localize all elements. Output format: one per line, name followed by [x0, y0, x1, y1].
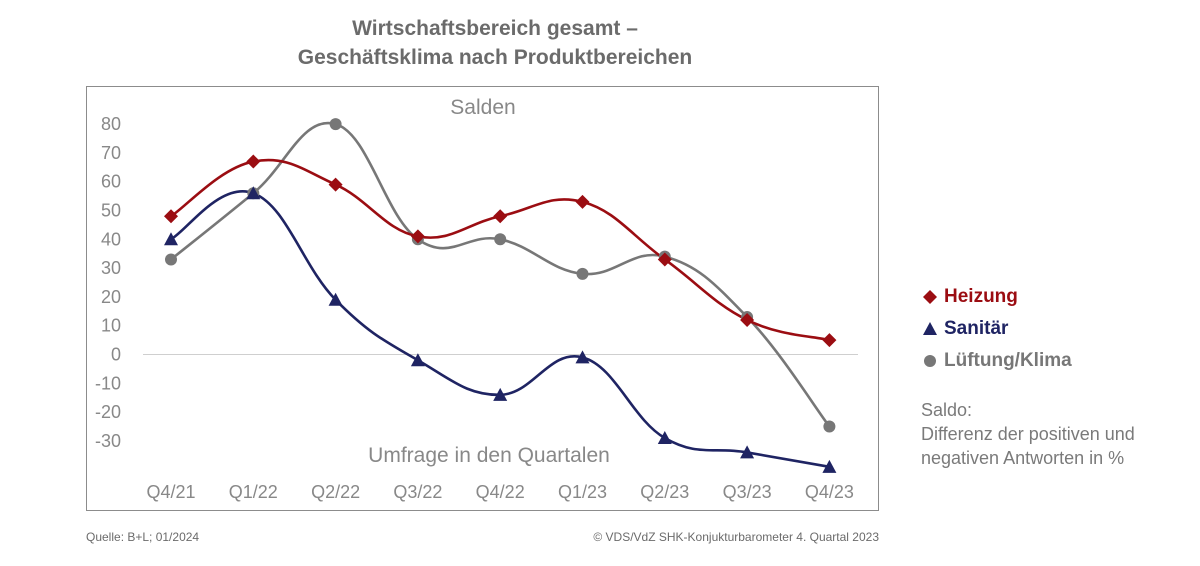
x-tick-label: Q3/22: [393, 482, 442, 502]
legend-item-lueftung-klima[interactable]: Lüftung/Klima: [920, 345, 1072, 377]
circle-marker-icon: [924, 355, 936, 367]
y-tick-label: 60: [101, 172, 121, 192]
y-axis-label: Salden: [450, 96, 515, 119]
chart-title: Wirtschaftsbereich gesamt – Geschäftskli…: [200, 14, 790, 72]
copyright-note: © VDS/VdZ SHK-Konjukturbarometer 4. Quar…: [593, 530, 879, 544]
y-tick-label: 70: [101, 143, 121, 163]
data-point-heizung: [657, 252, 672, 267]
y-tick-label: 20: [101, 287, 121, 307]
series-line-lueftung-klima: [170, 121, 831, 428]
series-line-heizung: [170, 158, 830, 342]
data-point-heizung: [410, 229, 425, 244]
y-tick-label: 30: [101, 258, 121, 278]
y-tick-label: -20: [95, 402, 121, 422]
data-point-sanitaer: [328, 292, 343, 306]
legend-label-heizung: Heizung: [944, 286, 1018, 307]
saldo-note: Saldo: Differenz der positiven und negat…: [921, 398, 1171, 470]
data-point-lueftung-klima: [165, 253, 177, 266]
y-tick-label: -30: [95, 431, 121, 451]
x-tick-label: Q4/22: [476, 482, 525, 502]
data-point-sanitaer: [410, 353, 425, 367]
data-point-heizung: [246, 154, 261, 169]
triangle-marker-icon: [923, 322, 937, 335]
data-point-sanitaer: [246, 186, 261, 200]
data-point-sanitaer: [740, 445, 755, 459]
plot-frame: [86, 86, 879, 511]
data-point-heizung: [822, 333, 837, 348]
x-tick-label: Q2/22: [311, 482, 360, 502]
data-point-heizung: [493, 209, 508, 224]
data-point-heizung: [575, 194, 590, 209]
data-point-heizung: [328, 177, 343, 192]
y-tick-label: 50: [101, 201, 121, 221]
legend-label-sanitaer: Sanitär: [944, 318, 1009, 339]
series-line-sanitaer: [170, 190, 830, 469]
data-point-sanitaer: [822, 459, 837, 473]
data-point-lueftung-klima: [576, 267, 589, 280]
legend: Heizung Sanitär Lüftung/Klima: [920, 281, 1072, 377]
chart-title-line1: Wirtschaftsbereich gesamt –: [352, 17, 638, 40]
y-tick-label: 80: [101, 114, 121, 134]
x-tick-label: Q4/23: [805, 482, 854, 502]
data-point-heizung: [164, 209, 178, 224]
diamond-marker-icon: [923, 290, 937, 304]
legend-item-sanitaer[interactable]: Sanitär: [920, 313, 1072, 345]
y-tick-label: -10: [95, 373, 121, 393]
data-point-lueftung-klima: [329, 118, 342, 131]
data-point-heizung: [740, 312, 755, 327]
x-tick-label: Q1/23: [558, 482, 607, 502]
x-tick-label: Q3/23: [723, 482, 772, 502]
chart-title-line2: Geschäftsklima nach Produktbereichen: [297, 46, 693, 69]
saldo-note-text: Saldo: Differenz der positiven und negat…: [921, 400, 1135, 468]
x-tick-label: Q2/23: [640, 482, 689, 502]
y-tick-label: 40: [101, 229, 121, 249]
data-point-lueftung-klima: [823, 420, 836, 433]
x-tick-label: Q4/21: [146, 482, 195, 502]
y-tick-label: 10: [101, 316, 121, 336]
x-axis-label: Umfrage in den Quartalen: [368, 444, 610, 467]
data-point-sanitaer: [575, 350, 590, 364]
legend-label-lueftung-klima: Lüftung/Klima: [944, 350, 1072, 371]
data-point-sanitaer: [164, 232, 178, 246]
data-point-sanitaer: [493, 387, 508, 401]
legend-item-heizung[interactable]: Heizung: [920, 281, 1072, 313]
data-point-sanitaer: [657, 431, 672, 445]
x-tick-label: Q1/22: [229, 482, 278, 502]
y-tick-label: 0: [111, 345, 121, 365]
source-note: Quelle: B+L; 01/2024: [86, 530, 200, 544]
data-point-lueftung-klima: [494, 233, 507, 246]
